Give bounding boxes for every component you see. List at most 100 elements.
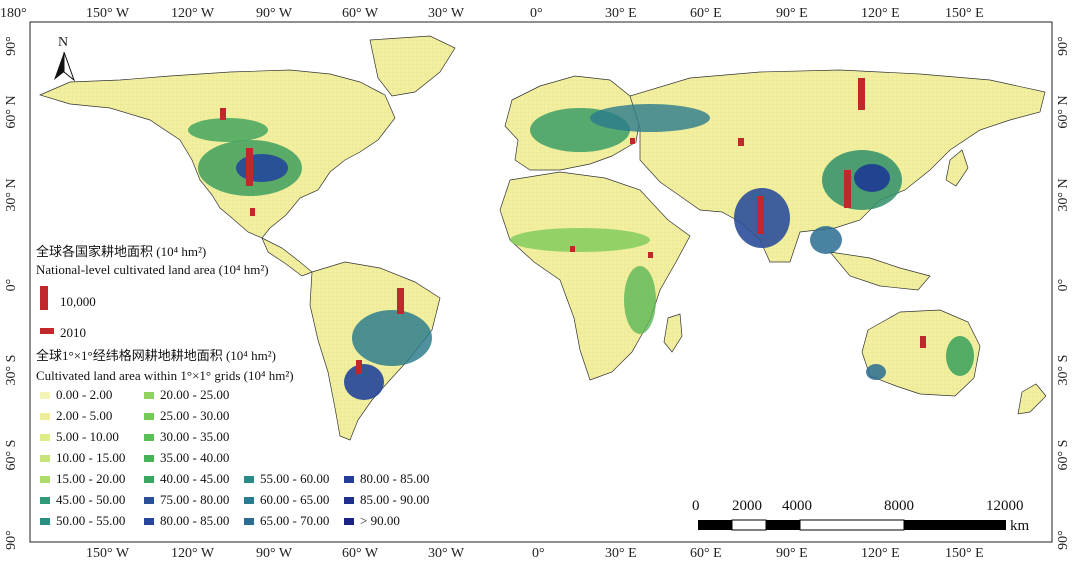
legend-swatch <box>144 497 154 504</box>
left-label: 0° <box>4 279 19 292</box>
new-zealand-land <box>1017 383 1047 415</box>
scale-bar: 0 2000 4000 8000 12000 km <box>692 498 1030 534</box>
legend-swatch <box>144 392 154 399</box>
bottom-label: 60° E <box>690 546 722 561</box>
legend-label: 0.00 - 2.00 <box>56 387 112 402</box>
bar-brazil <box>397 288 404 314</box>
scale-label: 8000 <box>884 498 914 514</box>
legend-label: 5.00 - 10.00 <box>56 429 119 444</box>
grid-legend-col-4: 80.00 - 85.00 85.00 - 90.00 > 90.00 <box>344 471 429 528</box>
legend-label: 35.00 - 40.00 <box>160 450 229 465</box>
right-label: 90° <box>1056 530 1071 550</box>
national-legend-title-cn: 全球各国家耕地面积 (10⁴ hm²) <box>36 244 206 259</box>
legend-label: 10.00 - 15.00 <box>56 450 125 465</box>
legend-label: 15.00 - 20.00 <box>56 471 125 486</box>
brazil-farm <box>352 310 432 366</box>
bottom-label: 30° E <box>605 546 637 561</box>
bar-ethiopia <box>648 252 653 258</box>
grid-legend-col-3: 55.00 - 60.00 60.00 - 65.00 65.00 - 70.0… <box>244 471 329 528</box>
southeast-asia-islands <box>829 251 931 291</box>
top-label: 30° E <box>605 6 637 21</box>
bottom-label: 150° E <box>945 546 984 561</box>
legend-label: 50.00 - 55.00 <box>56 513 125 528</box>
top-label: 90° E <box>776 6 808 21</box>
legend-bar-small <box>40 328 54 334</box>
legend-label: 80.00 - 85.00 <box>360 471 429 486</box>
bottom-label: 60° W <box>342 546 379 561</box>
scale-segment <box>731 519 767 531</box>
legend-swatch <box>344 476 354 483</box>
left-label: 90° <box>4 530 19 550</box>
grid-legend-title-en: Cultivated land area within 1°×1° grids … <box>36 368 294 383</box>
legend-swatch <box>144 434 154 441</box>
legend-label: 80.00 - 85.00 <box>160 513 229 528</box>
sahel-belt <box>510 228 650 252</box>
bar-canada <box>220 108 226 120</box>
china-core <box>854 164 890 192</box>
legend-label: 45.00 - 50.00 <box>56 492 125 507</box>
legend-label: 55.00 - 60.00 <box>260 471 329 486</box>
legend-swatch <box>40 497 50 504</box>
bar-india <box>757 196 764 234</box>
legend-swatch <box>244 518 254 525</box>
legend-label: 85.00 - 90.00 <box>360 492 429 507</box>
legend-bar-large <box>40 286 48 310</box>
argentina-farm <box>344 364 384 400</box>
bar-argentina <box>356 360 362 374</box>
ukraine-russia-belt <box>590 104 710 132</box>
legend-swatch <box>144 455 154 462</box>
left-label: 30° S <box>4 355 19 386</box>
bar-china <box>844 170 851 208</box>
legend-label: 20.00 - 25.00 <box>160 387 229 402</box>
legend-label: 65.00 - 70.00 <box>260 513 329 528</box>
legend-swatch <box>144 476 154 483</box>
central-america-land <box>261 237 313 277</box>
bottom-label: 120° E <box>861 546 900 561</box>
left-label: 90° <box>4 36 19 56</box>
legend-swatch <box>40 434 50 441</box>
bar-kazakhstan <box>738 138 744 146</box>
se-asia-farm <box>810 226 842 254</box>
canada-prairie <box>188 118 268 142</box>
grid-legend-col-1: 0.00 - 2.00 2.00 - 5.00 5.00 - 10.00 10.… <box>40 387 125 528</box>
australia-sw <box>866 364 886 380</box>
grid-legend: 全球1°×1°经纬格网耕地耕地面积 (10⁴ hm²) Cultivated l… <box>36 348 429 528</box>
greenland-land <box>369 35 456 97</box>
legend-label: 60.00 - 65.00 <box>260 492 329 507</box>
legend-swatch <box>40 392 50 399</box>
national-legend-title-en: National-level cultivated land area (10⁴… <box>36 262 269 277</box>
right-label: 30° N <box>1056 178 1071 211</box>
scale-segment <box>904 520 1006 530</box>
legend-swatch <box>40 518 50 525</box>
scale-label: 0 <box>692 498 700 514</box>
bar-nigeria <box>570 246 575 252</box>
top-label: 60° E <box>690 6 722 21</box>
scale-unit: km <box>1010 518 1030 534</box>
legend-swatch <box>344 518 354 525</box>
bar-russia <box>858 78 865 110</box>
legend-label: 40.00 - 45.00 <box>160 471 229 486</box>
bar-usa <box>246 148 253 186</box>
right-label: 90° <box>1056 36 1071 56</box>
bar-australia <box>920 336 926 348</box>
top-label: 120° W <box>171 6 215 21</box>
national-legend: 全球各国家耕地面积 (10⁴ hm²) National-level culti… <box>36 244 269 340</box>
legend-label: 75.00 - 80.00 <box>160 492 229 507</box>
legend-swatch <box>40 476 50 483</box>
legend-swatch <box>244 476 254 483</box>
right-label: 60° N <box>1056 95 1071 128</box>
right-label: 0° <box>1056 279 1071 292</box>
scale-segment <box>766 520 800 530</box>
top-label: 60° W <box>342 6 379 21</box>
scale-label: 12000 <box>986 498 1024 514</box>
bar-europe <box>630 138 635 144</box>
legend-swatch <box>144 413 154 420</box>
top-label: 120° E <box>861 6 900 21</box>
scale-segment <box>698 520 732 530</box>
scale-label: 2000 <box>732 498 762 514</box>
madagascar-land <box>663 313 683 353</box>
grid-legend-col-2: 20.00 - 25.00 25.00 - 30.00 30.00 - 35.0… <box>144 387 229 528</box>
legend-swatch <box>344 497 354 504</box>
